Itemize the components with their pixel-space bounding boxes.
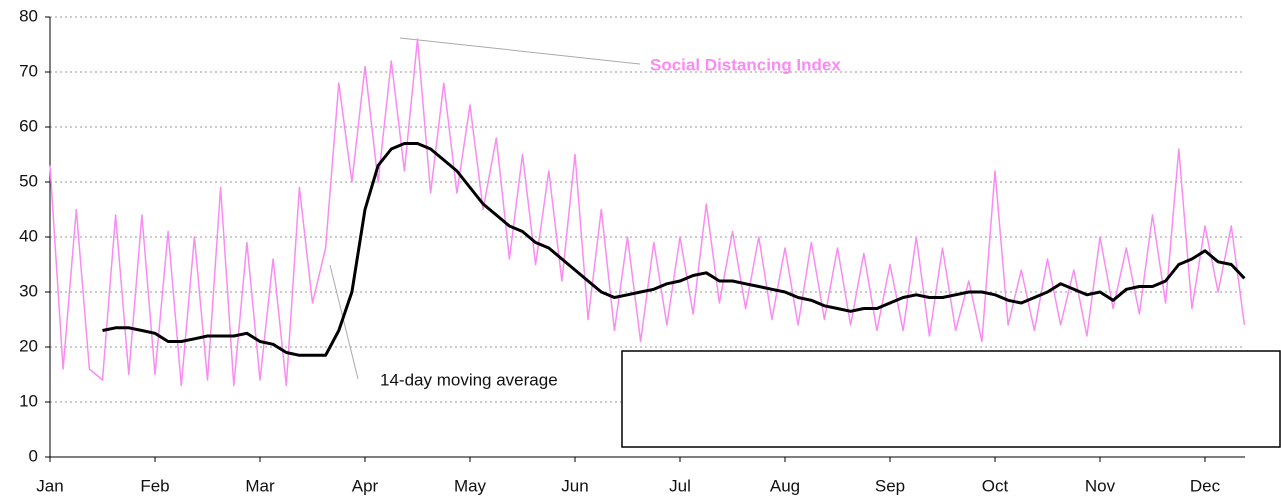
y-tick-label: 10	[19, 391, 38, 410]
series-line	[102, 142, 1246, 357]
x-tick-label: Sep	[875, 476, 905, 495]
x-tick-label: Aug	[770, 476, 800, 495]
y-tick-label: 80	[19, 6, 38, 25]
x-tick-label: Feb	[140, 476, 169, 495]
x-tick-label: Jul	[669, 476, 691, 495]
blank-box	[621, 350, 1281, 448]
series-annotation: 14-day moving average	[380, 370, 558, 389]
leader-line	[329, 264, 359, 380]
y-tick-label: 50	[19, 171, 38, 190]
y-tick-label: 30	[19, 281, 38, 300]
x-tick-label: Apr	[352, 476, 379, 495]
leader-line	[399, 37, 641, 65]
series-annotation: Social Distancing Index	[650, 55, 841, 74]
series-line	[49, 38, 1246, 387]
x-tick-label: Nov	[1085, 476, 1116, 495]
y-tick-label: 20	[19, 336, 38, 355]
x-tick-label: Jan	[36, 476, 63, 495]
y-tick-label: 60	[19, 116, 38, 135]
x-tick-label: Dec	[1190, 476, 1221, 495]
x-tick-label: Mar	[245, 476, 275, 495]
x-tick-label: Oct	[982, 476, 1009, 495]
x-tick-label: May	[454, 476, 487, 495]
x-tick-label: Jun	[561, 476, 588, 495]
y-tick-label: 70	[19, 61, 38, 80]
y-tick-label: 40	[19, 226, 38, 245]
y-tick-label: 0	[29, 446, 38, 465]
